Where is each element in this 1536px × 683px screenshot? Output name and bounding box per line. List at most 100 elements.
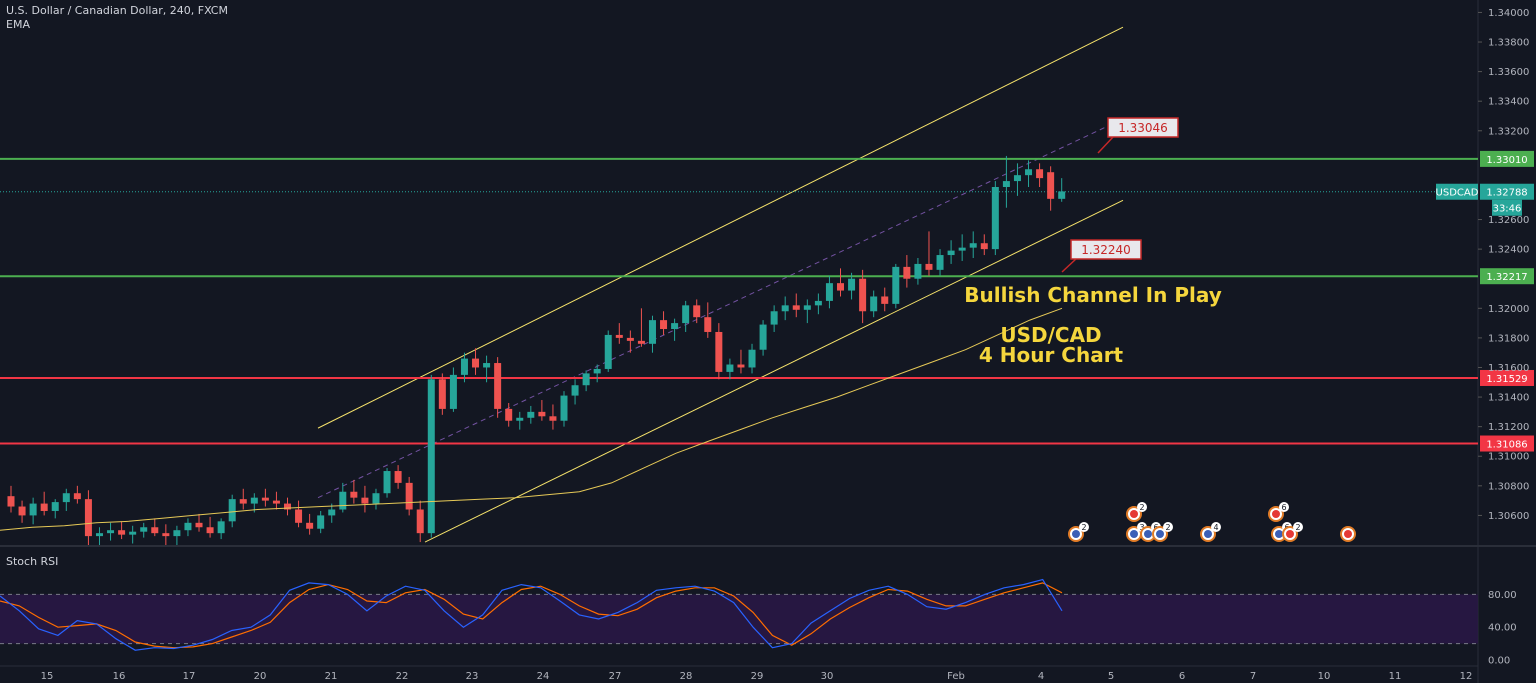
candle-body [991,187,999,250]
candle-body [726,364,734,372]
us-flag-icon[interactable]: 2 [1068,522,1089,542]
candle-body [306,522,314,529]
candle-body [427,379,435,534]
callout-label: 1.33046 [1118,121,1168,135]
candle-body [460,358,468,375]
candle-body [317,515,325,529]
us-flag-icon[interactable]: 2 [1152,522,1173,542]
countdown-tag [1492,199,1522,216]
callout-box [1107,117,1179,138]
candle-body [958,247,966,251]
candle-body [18,506,26,516]
y-tick-label: 1.32000 [1488,304,1529,315]
ca-flag-icon[interactable]: 2 [1126,502,1147,522]
candle-body [1036,169,1044,179]
candle-body [1058,191,1066,199]
candle-body [936,255,944,270]
level-price-tag [1480,150,1534,167]
y-tick-label: 1.32400 [1488,245,1529,256]
candle-body [40,503,48,511]
candle-body [7,496,15,507]
level-price-label: 1.31529 [1486,374,1527,385]
candle-body [173,530,181,537]
event-count-label: 2 [1295,523,1300,532]
annotation-text: Bullish Channel In Play [964,283,1222,307]
candle-body [151,527,159,534]
callout-box [1070,239,1142,260]
candle-body [295,509,303,523]
y-tick-label: 1.31000 [1488,452,1529,463]
x-tick-label: 15 [41,671,54,682]
candle-body [892,266,900,304]
candle-body [748,349,756,368]
level-price-label: 1.33010 [1486,155,1527,166]
candle-body [825,283,833,301]
ca-flag-icon[interactable]: 2 [1282,522,1303,542]
y-tick-label: 1.33600 [1488,67,1529,78]
candle-body [538,411,546,417]
candle-body [118,530,126,535]
candle-body [593,368,601,374]
x-tick-label: 29 [751,671,764,682]
candle-body [527,411,535,418]
candle-body [250,497,258,504]
y-tick-label: 1.33800 [1488,38,1529,49]
candle-body [95,533,103,537]
x-tick-label: 20 [254,671,267,682]
callout-pointer [1061,257,1078,273]
candle-body [759,324,767,350]
candle-body [969,243,977,248]
candle-body [626,337,634,341]
ca-flag-icon[interactable] [1340,526,1356,542]
event-marker-flag [1286,530,1294,538]
level-price-tag [1480,369,1534,386]
candle-body [560,395,568,421]
candle-body [394,471,402,483]
x-tick-label: 6 [1179,671,1185,682]
event-marker-flag [1130,530,1138,538]
event-marker-flag [1144,530,1152,538]
x-tick-label: 22 [396,671,409,682]
candles [7,155,1066,545]
candle-body [284,503,291,510]
channel-line [317,26,1124,429]
axes: 1.34000 1.33800 1.33600 1.33400 1.33200 1.326… [41,8,1530,682]
candle-body [328,509,336,516]
osc-tick-label: 0.00 [1488,656,1510,667]
event-marker-flag [1130,510,1138,518]
x-tick-label: 10 [1318,671,1331,682]
candle-body [781,305,789,312]
us-flag-icon[interactable]: 4 [1200,522,1221,542]
candle-body [848,278,856,291]
candle-body [239,499,247,504]
level-price-tag [1480,268,1534,285]
candle-body [715,331,723,372]
candle-body [671,323,679,330]
candle-body [449,374,457,409]
candle-body [383,471,391,494]
ca-flag-icon[interactable]: 6 [1268,502,1289,522]
candle-body [770,311,778,325]
x-tick-label: 4 [1038,671,1044,682]
stoch-rsi-panel: 80.00 40.00 0.00 [0,578,1517,667]
x-tick-label: 30 [821,671,834,682]
event-markers[interactable]: 223624662 [1068,502,1356,542]
candle-body [792,305,800,310]
x-tick-label: 27 [609,671,622,682]
current-price-label: 1.32788 [1486,188,1527,199]
candle-body [925,263,933,270]
event-count-label: 6 [1281,503,1286,512]
candle-body [494,363,502,409]
y-tick-label: 1.33200 [1488,126,1529,137]
osc-tick-label: 40.00 [1488,623,1517,634]
candle-body [217,521,225,534]
event-marker-flag [1275,530,1283,538]
callout-pointer [1097,135,1115,154]
annotation-text: USD/CAD [1000,323,1101,347]
callout-label: 1.32240 [1081,243,1131,257]
candle-body [1025,169,1033,176]
candle-body [682,305,690,324]
event-count-badge [1163,522,1173,532]
